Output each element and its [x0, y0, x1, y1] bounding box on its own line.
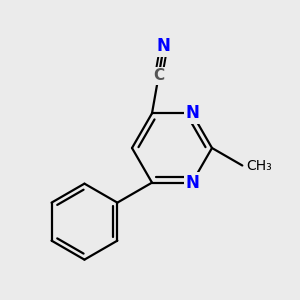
Text: CH₃: CH₃ [246, 158, 272, 172]
Text: N: N [185, 174, 199, 192]
Text: N: N [157, 38, 171, 56]
Text: N: N [185, 104, 199, 122]
Text: C: C [153, 68, 164, 83]
